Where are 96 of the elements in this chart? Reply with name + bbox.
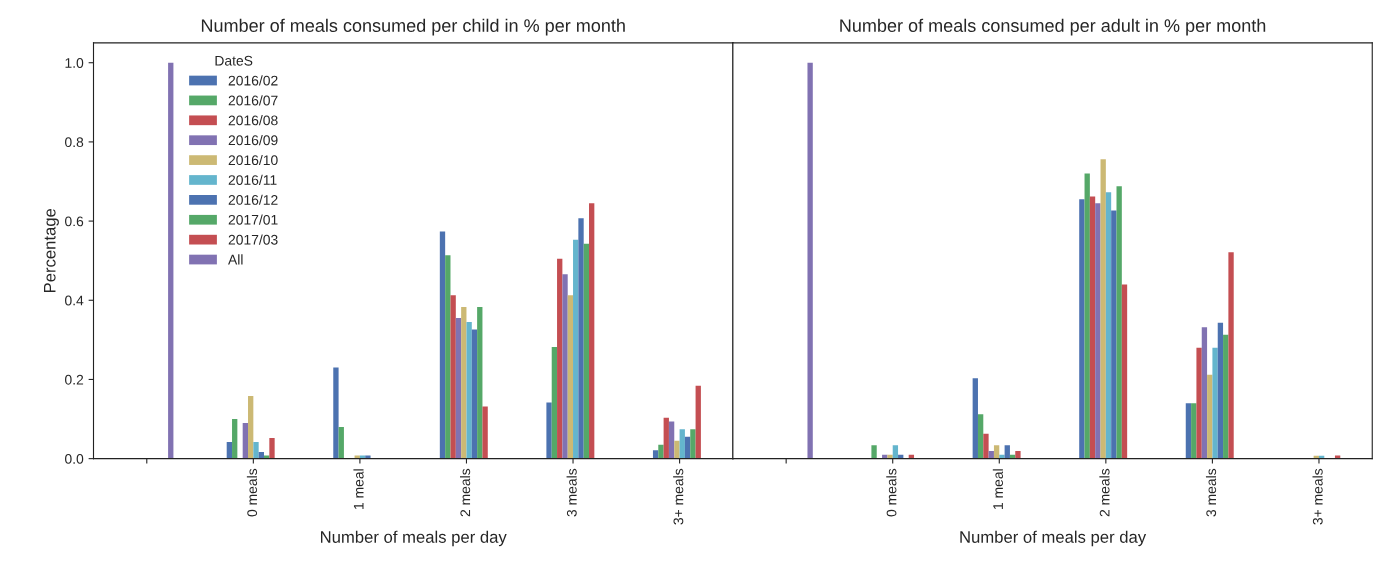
bar (461, 307, 467, 459)
chart-title: Number of meals consumed per child in % per month (201, 18, 625, 36)
bar (567, 295, 574, 459)
bar (445, 255, 451, 459)
bar (365, 455, 371, 459)
bar (1185, 403, 1192, 459)
x-tick-label: 2 meals (460, 468, 471, 517)
bar (466, 322, 472, 459)
x-tick-label: 3+ meals (673, 468, 684, 525)
bar (269, 438, 275, 459)
bar (679, 429, 685, 459)
bar (1105, 192, 1112, 459)
bar (1089, 196, 1096, 459)
bar (993, 445, 1000, 459)
x-axis-title: Number of meals per day (960, 530, 1147, 547)
legend-label: 2016/12 (228, 194, 278, 205)
bar (1004, 445, 1010, 459)
y-tick-label: 0.2 (65, 374, 84, 385)
legend-label: 2016/09 (228, 134, 278, 146)
bar (871, 445, 877, 459)
x-tick-label: 1 meal (353, 469, 364, 509)
legend-label: 2016/02 (228, 75, 278, 86)
bar (546, 402, 552, 459)
bar (1095, 203, 1101, 459)
bar (1201, 327, 1208, 459)
bar (1228, 252, 1234, 459)
x-axis-title: Number of meals per day (321, 530, 507, 547)
legend-label: 2017/03 (228, 234, 278, 245)
bar (1191, 403, 1197, 459)
bar (684, 436, 691, 459)
bar (1196, 347, 1202, 459)
bar (551, 346, 558, 459)
legend-label: 2016/07 (228, 95, 278, 106)
bar (983, 433, 989, 459)
x-tick-label: 3+ meals (1312, 468, 1323, 525)
bar (573, 239, 579, 459)
bar (1111, 210, 1117, 459)
bar (1223, 334, 1229, 459)
y-axis-title: Percentage (43, 208, 59, 293)
legend-label: 2017/01 (228, 214, 278, 225)
y-tick-label: 0.8 (65, 137, 84, 148)
bar (1015, 451, 1021, 459)
bar (1084, 173, 1090, 459)
bar (253, 442, 259, 459)
bar (807, 62, 813, 459)
bar (977, 414, 984, 459)
bar (1100, 159, 1106, 459)
bar (338, 426, 344, 459)
y-tick-label: 1.0 (65, 58, 84, 68)
x-tick-label: 3 meals (566, 468, 577, 517)
x-tick-label: 2 meals (1099, 468, 1110, 517)
bar (652, 450, 659, 459)
bar (242, 423, 249, 459)
legend-label: 2016/10 (228, 154, 278, 166)
bar (674, 440, 680, 459)
bar (583, 243, 590, 459)
bar (477, 307, 483, 459)
bar (972, 378, 978, 459)
bar (471, 329, 478, 459)
chart-title: Number of meals consumed per adult in % per month (840, 18, 1266, 36)
bar (1212, 347, 1218, 459)
bar (690, 429, 696, 459)
bar (455, 318, 462, 459)
legend-label: 2016/11 (228, 174, 277, 185)
y-tick-label: 0.4 (65, 295, 84, 306)
legend-label: All (228, 254, 243, 265)
x-tick-label: 0 meals (886, 468, 897, 517)
bar (1079, 199, 1085, 459)
x-tick-label: 3 meals (1205, 468, 1217, 517)
bar (557, 258, 563, 459)
legend-label: 2016/08 (228, 115, 278, 126)
bar (1207, 374, 1213, 459)
bar (450, 295, 456, 459)
bar (439, 231, 446, 459)
bar (1116, 186, 1122, 459)
bar (668, 421, 675, 459)
bar (248, 396, 254, 459)
bar (333, 367, 339, 459)
bar (663, 417, 669, 459)
bar (482, 406, 488, 459)
bar (589, 203, 595, 459)
bar (226, 442, 233, 459)
bar (168, 62, 174, 459)
bar (232, 419, 238, 459)
bar (695, 385, 701, 459)
bar (892, 445, 899, 459)
bar (578, 218, 584, 459)
x-tick-label: 1 meal (992, 469, 1004, 509)
bar (1217, 322, 1224, 459)
bar (658, 444, 664, 459)
x-tick-label: 0 meals (246, 468, 258, 517)
bar (562, 274, 568, 459)
bar (1121, 284, 1128, 459)
y-tick-label: 0.0 (65, 453, 84, 464)
y-tick-label: 0.6 (65, 216, 84, 227)
legend-title: DateS (215, 55, 253, 66)
